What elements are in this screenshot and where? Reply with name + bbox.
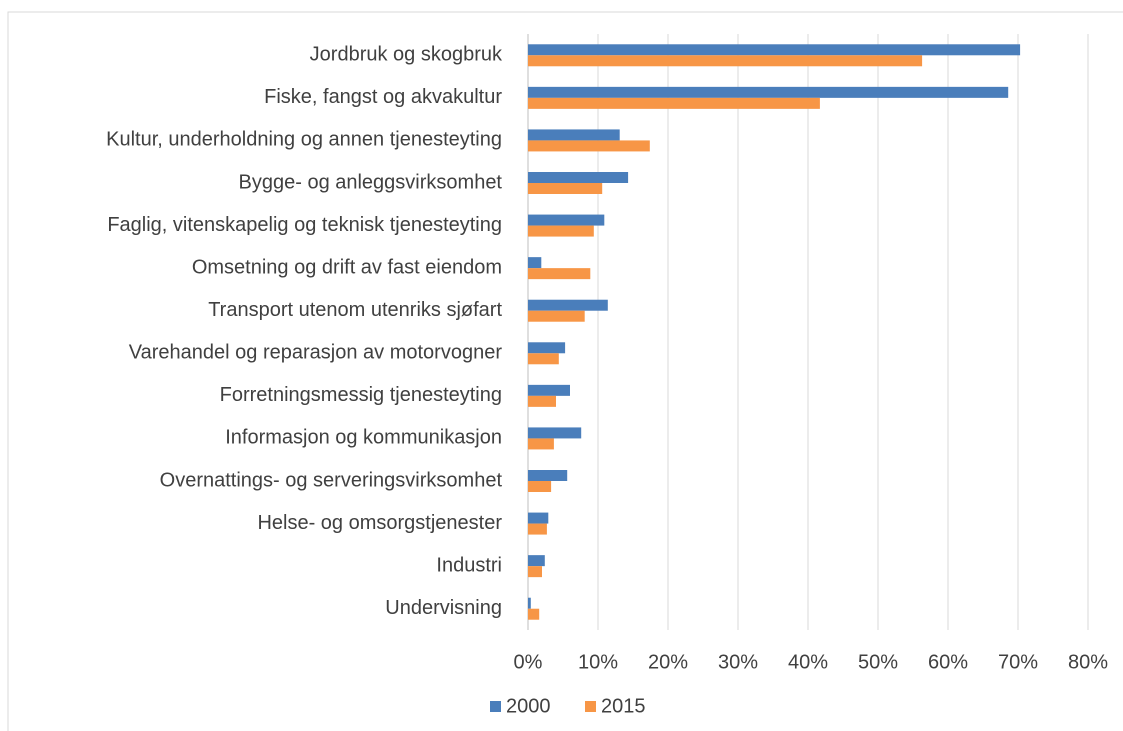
legend-swatch (585, 701, 596, 712)
bar (528, 299, 608, 311)
y-tick-label: Helse- og omsorgstjenester (257, 512, 502, 534)
y-tick-label: Forretningsmessig tjenesteyting (220, 384, 502, 406)
x-tick-label: 30% (718, 651, 758, 673)
bar (528, 512, 549, 524)
bar (528, 97, 820, 109)
y-tick-label: Omsetning og drift av fast eiendom (192, 256, 502, 278)
legend-swatch (490, 701, 501, 712)
x-tick-label: 10% (578, 651, 618, 673)
y-tick-label: Bygge- og anleggsvirksomhet (239, 171, 503, 193)
bar (528, 225, 594, 237)
x-tick-label: 70% (998, 651, 1038, 673)
bar (528, 140, 650, 152)
y-tick-label: Transport utenom utenriks sjøfart (208, 299, 502, 321)
y-tick-label: Overnattings- og serveringsvirksomhet (160, 469, 503, 491)
bar (528, 214, 605, 226)
bar (528, 523, 547, 535)
bar (528, 129, 620, 141)
bar (528, 257, 542, 269)
bar (528, 172, 629, 183)
y-tick-label: Faglig, vitenskapelig og teknisk tjenest… (107, 214, 502, 236)
x-tick-label: 40% (788, 651, 828, 673)
y-tick-label: Jordbruk og skogbruk (310, 44, 503, 66)
bar (528, 555, 545, 567)
bar (528, 438, 554, 450)
bar (528, 470, 568, 481)
x-tick-label: 60% (928, 651, 968, 673)
bar (528, 608, 540, 620)
bar (528, 310, 585, 322)
bar (528, 597, 531, 609)
legend-label: 2000 (506, 695, 551, 717)
x-tick-label: 80% (1068, 651, 1108, 673)
x-tick-label: 0% (514, 651, 543, 673)
bar (528, 481, 552, 492)
bar (528, 384, 570, 396)
bar (528, 183, 603, 194)
bar (528, 55, 923, 67)
y-tick-label: Fiske, fangst og akvakultur (264, 86, 502, 108)
y-tick-label: Industri (436, 554, 502, 576)
y-tick-label: Informasjon og kommunikasjon (225, 427, 502, 449)
y-tick-label: Kultur, underholdning og annen tjenestey… (106, 129, 502, 151)
bar (528, 395, 556, 407)
bar (528, 566, 542, 578)
bar (528, 353, 559, 365)
x-tick-label: 20% (648, 651, 688, 673)
bar (528, 427, 582, 439)
bar (528, 268, 591, 280)
bar (528, 86, 1009, 98)
x-tick-label: 50% (858, 651, 898, 673)
y-tick-label: Undervisning (385, 597, 502, 619)
legend-label: 2015 (601, 695, 646, 717)
chart-frame (7, 11, 1123, 731)
y-tick-label: Varehandel og reparasjon av motorvogner (129, 342, 503, 364)
bar (528, 44, 1021, 56)
bar (528, 342, 566, 354)
